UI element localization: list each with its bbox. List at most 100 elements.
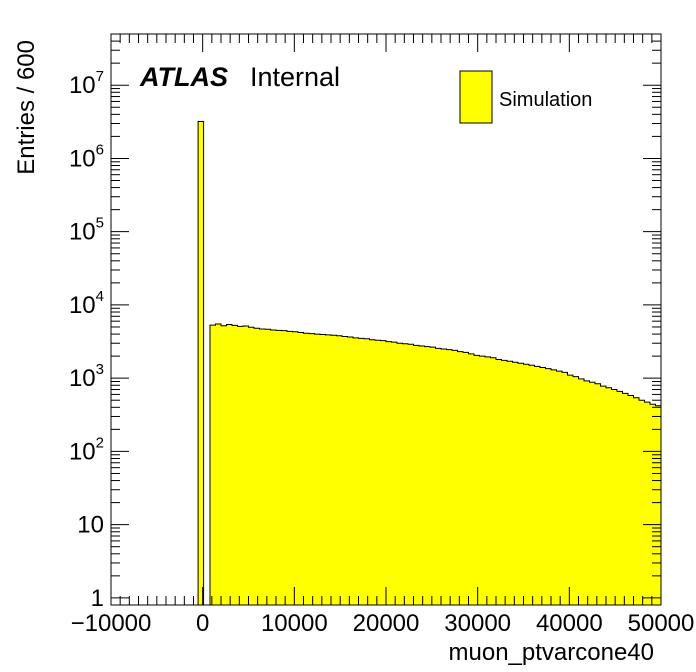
y-tick-label: 10 [77, 512, 104, 539]
histogram-bar [281, 330, 288, 605]
y-tick-label: 105 [69, 215, 104, 246]
x-tick-label: 40000 [536, 610, 603, 637]
histogram-bar [523, 364, 530, 605]
histogram-bar [243, 326, 249, 605]
histogram-bar [347, 336, 354, 605]
histogram-bar [468, 353, 475, 605]
histogram-outline [209, 323, 661, 605]
histogram-bar [479, 356, 486, 605]
histogram-bar [336, 335, 343, 605]
histogram-bar [655, 405, 662, 605]
axis-ticks [110, 33, 662, 605]
histogram-bar [573, 376, 579, 605]
histogram-bar [446, 349, 453, 605]
histogram-bar [589, 382, 596, 605]
tick-labels: −10000 0 10000 20000 30000 40000 50000 1 10 102 10… [69, 68, 694, 637]
histogram-bar [237, 326, 244, 605]
histogram-bar [501, 360, 508, 605]
y-tick-label: 1 [91, 585, 104, 612]
histogram-bar [375, 340, 381, 605]
histogram-bar [639, 400, 645, 605]
histogram-bar [512, 362, 519, 605]
histogram-bar [380, 340, 387, 605]
histogram-bar [507, 361, 513, 605]
x-tick-label: 50000 [628, 610, 695, 637]
x-tick-label: 0 [196, 610, 209, 637]
histogram-bar [364, 338, 370, 605]
histogram-layer [197, 120, 662, 606]
histogram-bar [562, 372, 568, 605]
histogram-bar [270, 329, 277, 605]
x-tick-label: 10000 [261, 610, 328, 637]
histogram-bar [430, 347, 436, 605]
histogram-bar [419, 345, 425, 605]
y-tick-label: 106 [69, 141, 104, 172]
atlas-label: ATLAS [139, 62, 228, 92]
histogram-bar [298, 332, 304, 605]
histogram-bar [215, 323, 222, 605]
histogram-bar [567, 375, 574, 605]
histogram-bar [292, 331, 299, 605]
histogram-bar [210, 325, 216, 605]
histogram-bar [633, 397, 640, 605]
histogram-bar [232, 325, 238, 605]
histogram-bar [650, 404, 656, 605]
histogram-bar [391, 342, 398, 605]
histogram-bar [622, 393, 629, 605]
histogram-bar [595, 383, 601, 605]
histogram-bar [496, 359, 502, 605]
histogram-bar [435, 348, 442, 605]
histogram-bar [457, 351, 464, 605]
y-tick-label: 103 [69, 361, 104, 392]
histogram-bar [265, 329, 271, 605]
histogram-bar [331, 335, 337, 605]
histogram-bar [226, 324, 233, 605]
x-tick-label: 30000 [444, 610, 511, 637]
histogram-bar [358, 338, 365, 605]
histogram-bar [606, 387, 612, 605]
y-tick-label: 102 [69, 434, 104, 465]
histogram-bar [611, 389, 618, 605]
histogram-bar [254, 328, 260, 605]
histogram-bar [386, 341, 392, 605]
histogram-bar [617, 391, 623, 605]
histogram-spike-bar [197, 120, 205, 606]
histogram-bar [518, 363, 524, 605]
histogram-bar [325, 334, 332, 605]
histogram-bar [644, 402, 651, 605]
internal-label: Internal [250, 62, 340, 92]
histogram-bar [529, 365, 535, 605]
histogram-bar [259, 328, 266, 605]
histogram-bar [441, 349, 447, 605]
histogram-bar [248, 327, 255, 605]
histogram-bar [276, 330, 282, 605]
histogram-bar [424, 346, 431, 605]
histogram-bar [342, 336, 348, 605]
y-tick-label: 104 [69, 288, 104, 319]
histogram-bar [551, 369, 557, 605]
histogram-bar [545, 368, 552, 605]
y-axis-title: Entries / 600 [13, 40, 40, 175]
histogram-bar [485, 356, 491, 605]
legend-label-simulation: Simulation [499, 89, 592, 111]
histogram-bar [402, 343, 409, 605]
histogram-bar [474, 355, 480, 605]
histogram-bar [353, 337, 359, 605]
histogram-bar [309, 333, 315, 605]
histogram-bar [452, 350, 458, 605]
x-axis-title: muon_ptvarcone40 [449, 639, 654, 666]
histogram-bar [303, 333, 310, 605]
histogram-bar [287, 331, 293, 605]
histogram-bar [578, 378, 585, 605]
histogram-bar [369, 339, 376, 605]
histogram-bar [628, 395, 634, 605]
histogram-bar [221, 325, 227, 605]
histogram-bar [556, 371, 563, 605]
legend-swatch [459, 70, 493, 124]
histogram-bar [584, 380, 590, 605]
histogram-bar [408, 344, 414, 605]
histogram-bar [413, 345, 420, 605]
histogram-bar [463, 352, 469, 605]
histogram-bar [490, 357, 497, 605]
